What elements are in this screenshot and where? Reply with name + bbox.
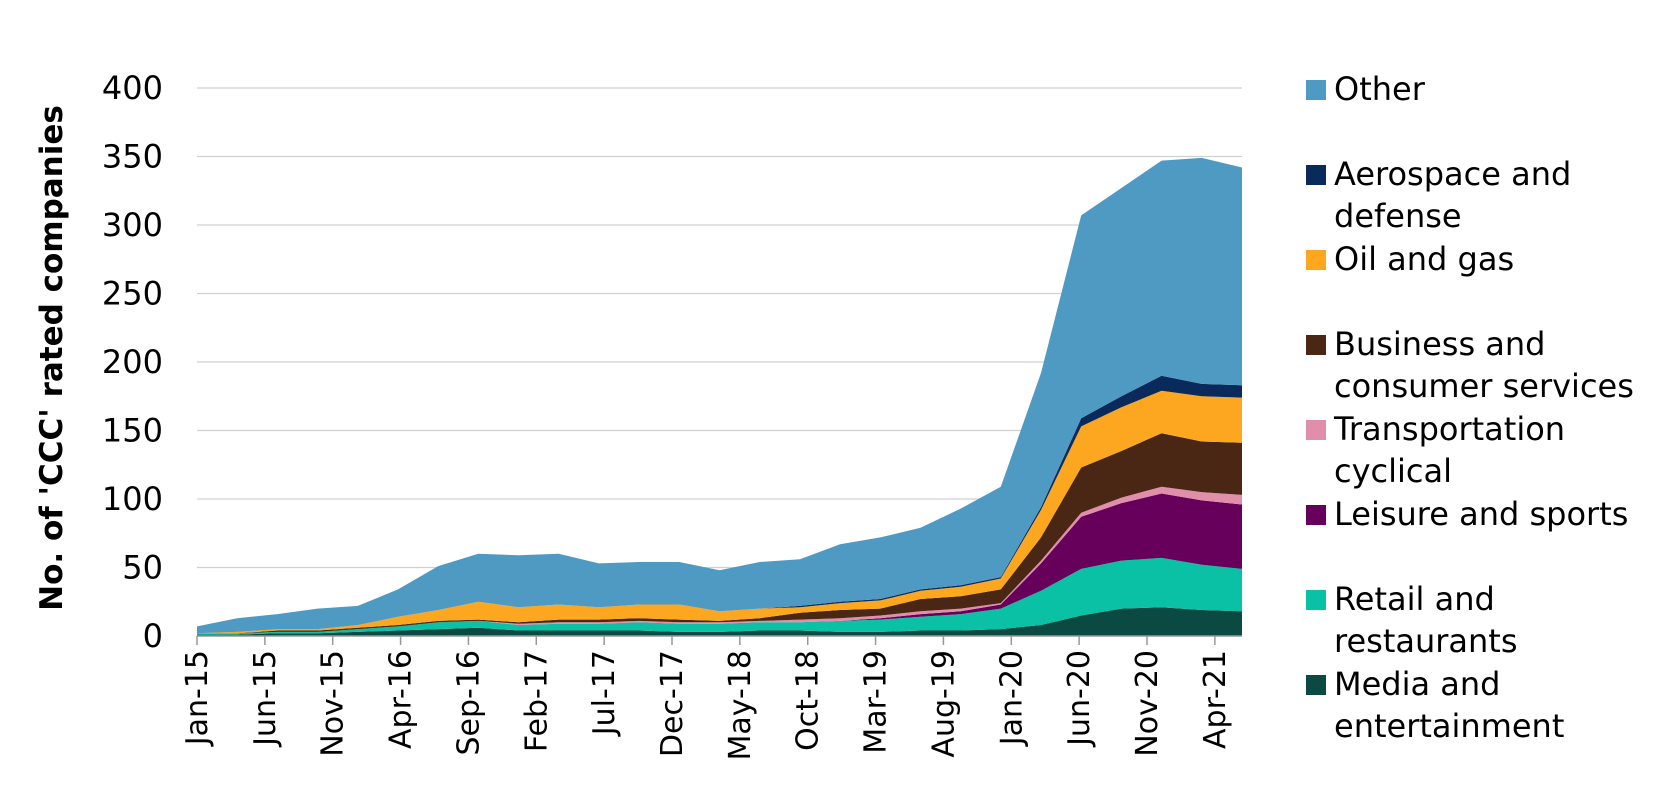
y-tick-label: 150 [102, 412, 163, 450]
gridlines [197, 87, 1242, 569]
x-tick-label: Jul-17 [587, 650, 622, 737]
y-tick-label: 50 [122, 549, 163, 587]
y-tick-label: 0 [143, 617, 163, 655]
area-oil-and-gas [197, 390, 1242, 634]
area-leisure-and-sports [197, 493, 1242, 634]
legend-swatch [1306, 165, 1326, 185]
y-tick-label: 200 [102, 343, 163, 381]
x-tick-label: Nov-20 [1130, 650, 1165, 757]
legend-label: Transportation cyclical [1334, 410, 1566, 490]
y-axis-ticks: 0 50 100 150 200 250 300 350 400 [102, 69, 163, 655]
legend-swatch [1306, 420, 1326, 440]
legend-label: Other [1334, 70, 1425, 108]
y-tick-label: 400 [102, 69, 163, 107]
legend-label: Media and entertainment [1334, 665, 1565, 745]
area-business-and-consumer-services [197, 433, 1242, 634]
legend-label: Business and consumer services [1334, 325, 1634, 405]
legend-swatch [1306, 675, 1326, 695]
legend-swatch [1306, 250, 1326, 270]
x-tick-label: May-18 [723, 650, 758, 761]
x-tick-label: Jun-20 [1062, 650, 1097, 748]
x-tick-label: Mar-19 [859, 650, 894, 754]
legend-label: Oil and gas [1334, 240, 1515, 278]
x-tick-label: Dec-17 [655, 650, 690, 757]
legend-label: Leisure and sports [1334, 495, 1629, 533]
legend-swatch [1306, 505, 1326, 525]
x-tick-label: Apr-21 [1198, 650, 1233, 749]
y-tick-label: 350 [102, 138, 163, 176]
x-tick-label: Nov-15 [316, 650, 351, 757]
area-retail-and-restaurants [197, 557, 1242, 635]
legend-label: Retail and restaurants [1334, 580, 1518, 660]
legend-swatch [1306, 80, 1326, 100]
x-tick-label: Jan-20 [994, 650, 1029, 747]
y-tick-label: 250 [102, 275, 163, 313]
y-tick-label: 100 [102, 480, 163, 518]
area-media-and-entertainment [197, 607, 1242, 636]
legend-label: Aerospace and defense [1334, 155, 1572, 235]
x-tick-label: Feb-17 [519, 650, 554, 752]
y-tick-label: 300 [102, 206, 163, 244]
legend-swatch [1306, 335, 1326, 355]
y-axis-label: No. of 'CCC' rated companies [34, 105, 70, 611]
x-tick-label: Jun-15 [248, 650, 283, 748]
x-tick-label: Apr-16 [384, 650, 419, 749]
x-tick-label: Aug-19 [926, 650, 961, 758]
area-other [197, 157, 1242, 634]
x-tick-label: Sep-16 [451, 650, 486, 756]
area-series [197, 157, 1242, 636]
x-axis-ticks: Jan-15 Jun-15 Nov-15 Apr-16 Sep-16 Feb-17 Jul-… [180, 636, 1233, 761]
x-tick-label: Jan-15 [180, 650, 215, 747]
legend-swatch [1306, 590, 1326, 610]
x-tick-label: Oct-18 [791, 650, 826, 751]
